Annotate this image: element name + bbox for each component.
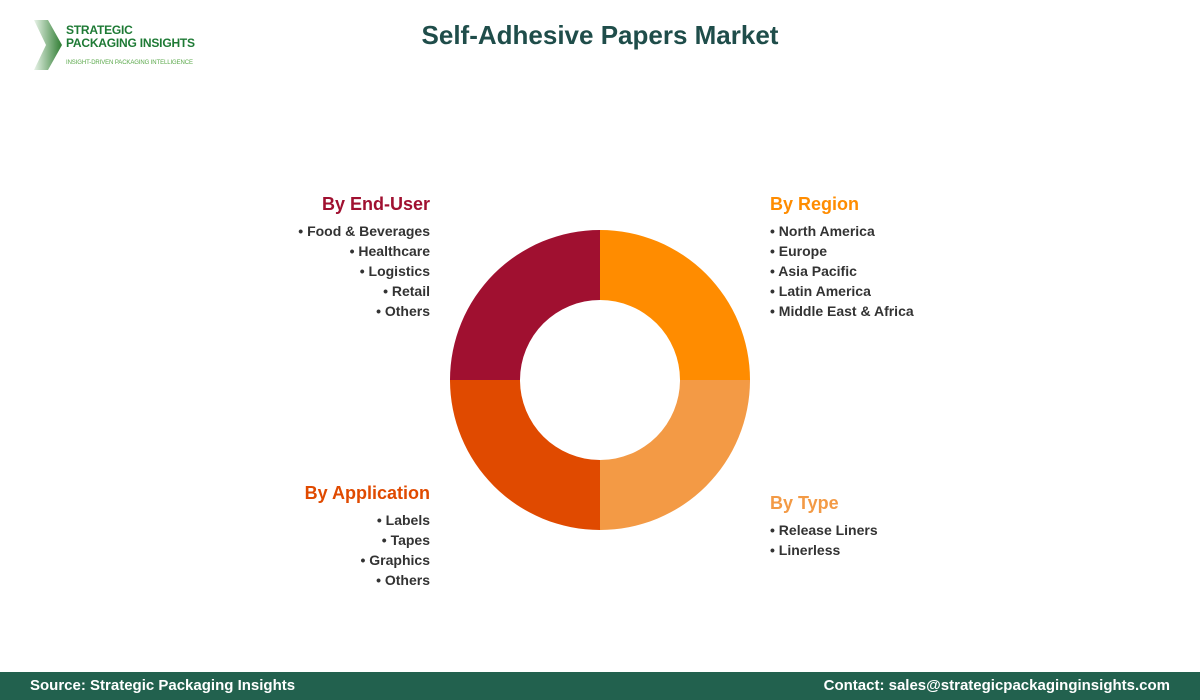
contact-text: Contact: sales@strategicpackaginginsight… [823,677,1170,694]
list-item: Asia Pacific [770,261,914,281]
group-application: By Application LabelsTapesGraphicsOthers [305,483,430,590]
list-item: Others [305,570,430,590]
list-item: Labels [305,510,430,530]
list-item: Tapes [305,530,430,550]
list-item: Healthcare [298,241,430,261]
list-item: Food & Beverages [298,221,430,241]
group-region: By Region North AmericaEuropeAsia Pacifi… [770,194,914,321]
source-text: Source: Strategic Packaging Insights [30,677,296,694]
donut-slice-by-type [600,380,750,530]
logo-text: STRATEGIC [66,23,133,37]
list-item: Release Liners [770,520,878,540]
donut-slice-by-region [600,230,750,380]
footer: Source: Strategic Packaging Insights Con… [0,672,1200,700]
list-item: Retail [298,281,430,301]
donut-slice-by-end-user [450,230,600,380]
group-title: By End-User [321,194,430,214]
logo: STRATEGIC PACKAGING INSIGHTS INSIGHT-DRIV… [30,18,200,73]
group-title: By Application [304,483,430,503]
group-type: By Type Release LinersLinerless [770,493,878,560]
list-item: Latin America [770,281,914,301]
list-item: Logistics [298,261,430,281]
donut-slice-by-application [450,380,600,530]
list-item: Others [298,301,430,321]
list-item: North America [770,221,914,241]
list-item: Linerless [770,540,878,560]
list-item: Europe [770,241,914,261]
page-title: Self-Adhesive Papers Market [421,20,779,50]
group-title: By Type [770,493,839,513]
list-item: Graphics [305,550,430,570]
logo-tagline: INSIGHT-DRIVEN PACKAGING INTELLIGENCE [66,60,193,66]
list-item: Middle East & Africa [770,301,914,321]
logo-text: PACKAGING INSIGHTS [66,36,195,50]
logo-chevron-icon [34,20,62,70]
group-title: By Region [770,194,860,214]
group-end-user: By End-User Food & BeveragesHealthcareLo… [298,194,430,321]
